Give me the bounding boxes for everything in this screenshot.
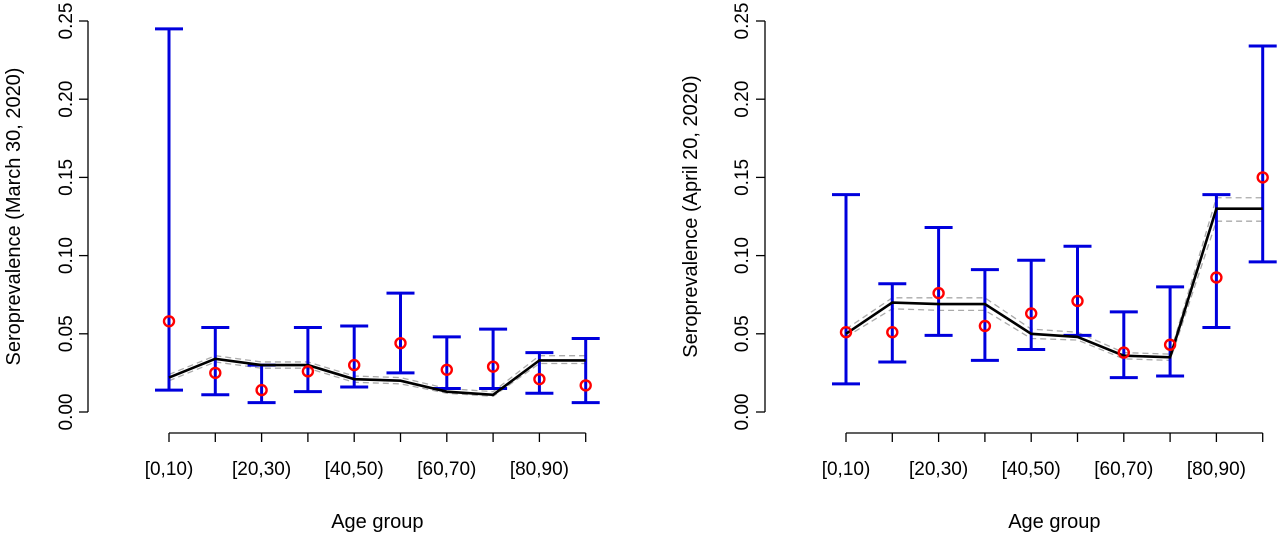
error-bar (1156, 285, 1185, 378)
error-bar (832, 193, 860, 386)
error-bar (155, 27, 183, 392)
y-tick-label: 0.00 (732, 394, 753, 431)
error-bar (1109, 310, 1138, 380)
observed-point (533, 372, 546, 386)
y-tick-label: 0.20 (732, 81, 753, 118)
y-tick-label: 0.10 (732, 237, 753, 274)
fitted-line (845, 207, 1263, 359)
observed-point (932, 286, 945, 300)
error-bar (479, 327, 508, 391)
y-tick-label: 0.15 (732, 159, 753, 196)
y-tick-label: 0.25 (56, 3, 77, 40)
error-bar (386, 291, 415, 375)
y-axis-title: Seroprevalence (March 30, 2020) (3, 68, 25, 366)
error-bar (878, 282, 907, 364)
y-tick-label: 0.00 (56, 394, 77, 431)
error-bar (1017, 258, 1046, 351)
observed-point (301, 365, 315, 378)
error-bar (247, 363, 276, 405)
x-tick-label: [40,50) (1002, 459, 1061, 480)
observed-point (1210, 271, 1223, 284)
error-bar (571, 336, 600, 405)
error-bar (525, 351, 554, 395)
x-tick-label: [80,90) (510, 459, 569, 480)
observed-point (978, 319, 992, 333)
error-bar (1248, 44, 1277, 264)
observed-point (162, 315, 176, 328)
observed-point (1071, 294, 1084, 308)
observed-point (1256, 171, 1269, 184)
error-bar (1063, 244, 1092, 337)
observed-point (394, 336, 407, 350)
observed-point (1163, 338, 1177, 351)
y-tick-label: 0.15 (56, 159, 77, 196)
y-tick-label: 0.05 (732, 315, 753, 352)
observed-point (886, 326, 899, 339)
panel-april: 0.00 0.05 0.10 0.15 0.20 0.25 Seroprevalence (… (680, 3, 1277, 533)
error-bar (293, 326, 322, 394)
fit-band-upper-line (845, 197, 1263, 355)
x-tick-label: [20,30) (909, 459, 968, 480)
observed-point (486, 360, 500, 373)
error-bar (201, 326, 230, 397)
x-tick-label: [60,70) (417, 459, 476, 480)
observed-point (440, 363, 453, 376)
y-axis-title: Seroprevalence (April 20, 2020) (680, 75, 702, 357)
x-axis-title: Age group (1008, 511, 1100, 533)
observed-point (348, 358, 361, 372)
observed-point (209, 366, 222, 380)
y-tick-label: 0.25 (732, 3, 753, 40)
observed-point (839, 326, 853, 339)
x-tick-label: [0,10) (822, 459, 871, 480)
y-tick-label: 0.20 (56, 81, 77, 118)
observed-point (1024, 307, 1038, 320)
fitted-line (168, 357, 586, 397)
x-tick-label: [20,30) (232, 459, 291, 480)
error-bar (340, 324, 369, 389)
error-bar (1202, 193, 1231, 330)
x-tick-label: [40,50) (325, 459, 384, 480)
observed-point (255, 383, 268, 397)
fit-band-lower-line (845, 220, 1263, 362)
x-tick-label: [60,70) (1094, 459, 1153, 480)
error-bar (970, 268, 999, 362)
observed-point (579, 379, 592, 392)
x-tick-label: [0,10) (145, 459, 194, 480)
y-tick-label: 0.05 (56, 315, 77, 352)
x-axis-title: Age group (331, 511, 423, 533)
x-tick-label: [80,90) (1187, 459, 1246, 480)
fit-band-lower-line (168, 361, 586, 398)
panel-march: 0.00 0.05 0.10 0.15 0.20 0.25 Seroprevalence (… (3, 3, 600, 533)
error-bar (432, 335, 461, 391)
fit-band-upper-line (168, 355, 586, 393)
error-bar (924, 225, 953, 337)
observed-point (1117, 346, 1131, 359)
y-tick-label: 0.10 (56, 237, 77, 274)
